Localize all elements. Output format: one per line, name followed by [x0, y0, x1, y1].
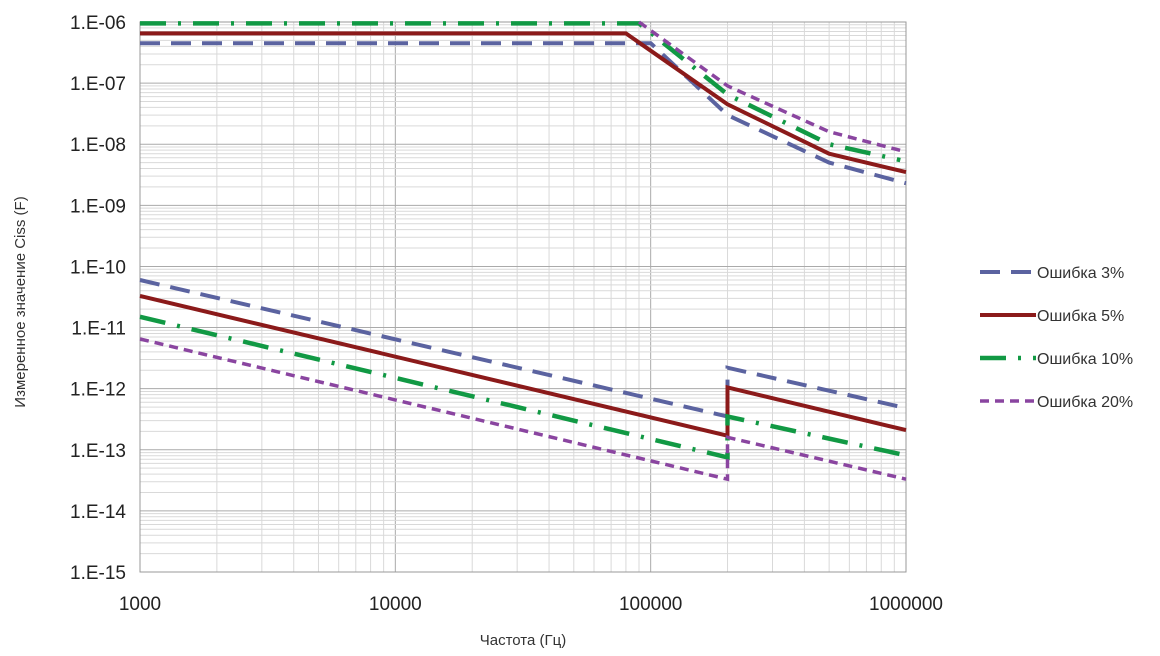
series-line: [637, 20, 907, 154]
legend-label: Ошибка 10%: [1037, 351, 1133, 368]
y-tick-label: 1.E-07: [70, 74, 126, 95]
plot-frame: [139, 21, 907, 573]
y-tick-label: 1.E-15: [70, 563, 126, 584]
legend: Ошибка 3% Ошибка 5% Ошибка 10% Ошибка 20%: [980, 265, 1133, 411]
series-line: [139, 278, 907, 420]
y-tick-label: 1.E-13: [70, 441, 126, 462]
y-tick-label: 1.E-12: [70, 380, 126, 401]
series-line: [140, 31, 907, 175]
x-tick-label: 1000000: [869, 594, 943, 615]
x-tick-label: 10000: [369, 594, 422, 615]
x-axis-ticks: 1000 10000 100000 1000000: [119, 594, 943, 615]
legend-label: Ошибка 5%: [1037, 308, 1124, 325]
series-layer: [139, 20, 907, 482]
series-line: [140, 21, 901, 163]
grid: [139, 22, 906, 573]
y-tick-label: 1.E-08: [70, 135, 126, 156]
x-tick-label: 1000: [119, 594, 161, 615]
y-axis-ticks: 1.E-06 1.E-07 1.E-08 1.E-09 1.E-10 1.E-11 1.E-…: [70, 13, 126, 584]
series-line: [140, 41, 907, 186]
y-tick-label: 1.E-14: [70, 502, 126, 523]
y-tick-label: 1.E-11: [71, 319, 126, 340]
legend-label: Ошибка 20%: [1037, 394, 1133, 411]
x-axis-title: Частота (Гц): [480, 632, 566, 649]
series-line: [139, 293, 907, 439]
y-tick-label: 1.E-09: [70, 196, 126, 217]
y-tick-label: 1.E-06: [70, 13, 126, 34]
series-line: [139, 337, 907, 482]
y-axis-title: Измеренное значение Ciss (F): [12, 196, 29, 407]
y-tick-label: 1.E-10: [70, 257, 126, 278]
legend-label: Ошибка 3%: [1037, 265, 1124, 282]
x-tick-label: 100000: [619, 594, 682, 615]
